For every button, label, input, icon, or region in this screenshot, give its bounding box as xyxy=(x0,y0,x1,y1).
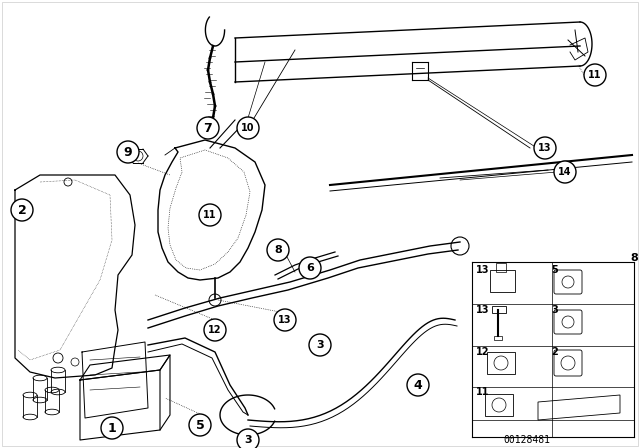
Circle shape xyxy=(407,374,429,396)
Text: 12: 12 xyxy=(208,325,221,335)
Text: 8: 8 xyxy=(274,245,282,255)
Text: 5: 5 xyxy=(196,418,204,431)
Bar xyxy=(487,352,515,374)
Text: 3: 3 xyxy=(316,340,324,350)
Circle shape xyxy=(267,239,289,261)
Circle shape xyxy=(101,417,123,439)
Text: 13: 13 xyxy=(278,315,292,325)
Circle shape xyxy=(554,161,576,183)
Text: 1: 1 xyxy=(108,422,116,435)
Circle shape xyxy=(274,309,296,331)
Circle shape xyxy=(204,319,226,341)
Text: 12: 12 xyxy=(476,347,490,357)
Text: 00128481: 00128481 xyxy=(504,435,550,445)
Text: 2: 2 xyxy=(18,203,26,216)
Bar xyxy=(494,336,502,340)
Text: 14: 14 xyxy=(558,167,572,177)
Circle shape xyxy=(11,199,33,221)
Text: 13: 13 xyxy=(538,143,552,153)
Text: 6: 6 xyxy=(306,263,314,273)
Circle shape xyxy=(197,117,219,139)
Text: 3: 3 xyxy=(244,435,252,445)
Circle shape xyxy=(237,117,259,139)
Text: 4: 4 xyxy=(413,379,422,392)
Circle shape xyxy=(199,204,221,226)
Circle shape xyxy=(451,237,469,255)
Text: 11: 11 xyxy=(476,387,490,397)
Circle shape xyxy=(309,334,331,356)
Circle shape xyxy=(189,414,211,436)
Bar xyxy=(496,263,506,272)
Bar xyxy=(490,270,515,292)
Text: 11: 11 xyxy=(588,70,602,80)
Circle shape xyxy=(237,429,259,448)
Text: 11: 11 xyxy=(204,210,217,220)
Text: 10: 10 xyxy=(241,123,255,133)
Text: 5: 5 xyxy=(552,265,558,275)
Circle shape xyxy=(299,257,321,279)
Bar xyxy=(492,306,506,313)
Circle shape xyxy=(584,64,606,86)
Circle shape xyxy=(534,137,556,159)
Text: 7: 7 xyxy=(204,121,212,134)
Text: 13: 13 xyxy=(476,265,490,275)
Text: 13: 13 xyxy=(476,305,490,315)
Text: 8: 8 xyxy=(630,253,638,263)
Text: 9: 9 xyxy=(124,146,132,159)
Circle shape xyxy=(117,141,139,163)
Bar xyxy=(485,394,513,416)
Text: 3: 3 xyxy=(552,305,558,315)
Text: 2: 2 xyxy=(552,347,558,357)
